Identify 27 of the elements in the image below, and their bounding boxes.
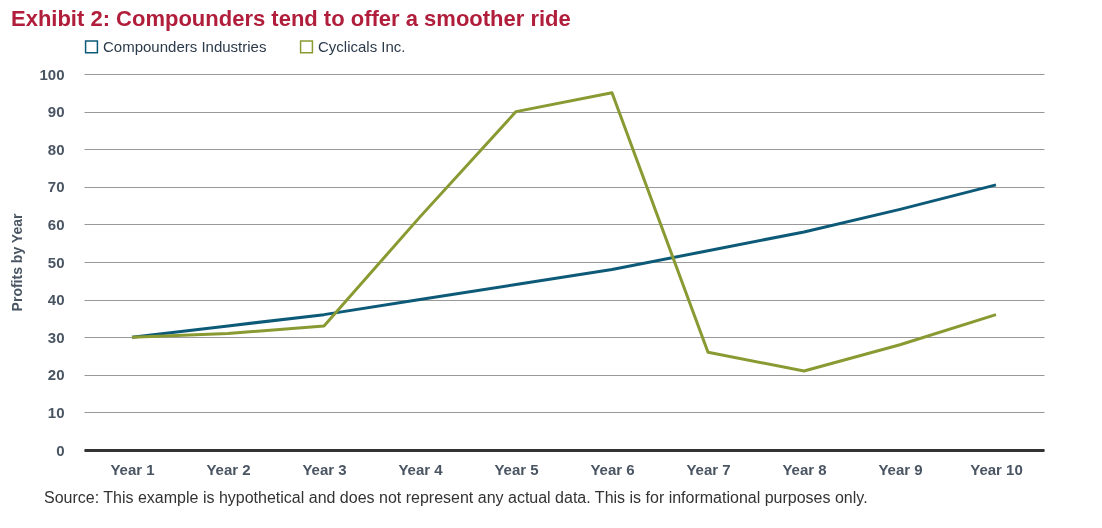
y-tick-label: 60 xyxy=(47,215,65,233)
x-tick-label: Year 3 xyxy=(302,460,347,478)
y-tick-label: 20 xyxy=(47,366,65,384)
y-tick-label: 10 xyxy=(47,403,65,421)
line-series xyxy=(130,91,998,373)
legend-label: Compounders Industries xyxy=(103,37,267,55)
y-axis-title: Profits by Year xyxy=(9,213,26,312)
x-tick-label: Year 9 xyxy=(878,460,923,478)
x-tick-label: Year 10 xyxy=(970,460,1023,478)
chart-title: Exhibit 2: Compounders tend to offer a smoother ride xyxy=(10,6,571,31)
y-tick-label: 30 xyxy=(47,328,65,346)
y-tick-label: 100 xyxy=(39,65,65,83)
x-tick-label: Year 8 xyxy=(782,460,827,478)
y-tick-label: 0 xyxy=(56,441,65,459)
y-tick-label: 50 xyxy=(47,253,65,271)
legend-label: Cyclicals Inc. xyxy=(318,37,406,55)
x-tick-label: Year 2 xyxy=(206,460,251,478)
x-tick-label: Year 7 xyxy=(686,460,731,478)
x-tick-label: Year 4 xyxy=(398,460,444,478)
x-tick-label: Year 5 xyxy=(494,460,539,478)
y-tick-label: 70 xyxy=(47,178,65,196)
y-tick-label: 80 xyxy=(47,140,65,158)
x-tick-label: Year 1 xyxy=(110,460,155,478)
y-tick-label: 90 xyxy=(47,103,65,121)
x-tick-label: Year 6 xyxy=(590,460,635,478)
y-tick-label: 40 xyxy=(47,291,65,309)
source-note: Source: This example is hypothetical and does not represent any actual data. This is for informational purposes only. xyxy=(44,489,869,507)
